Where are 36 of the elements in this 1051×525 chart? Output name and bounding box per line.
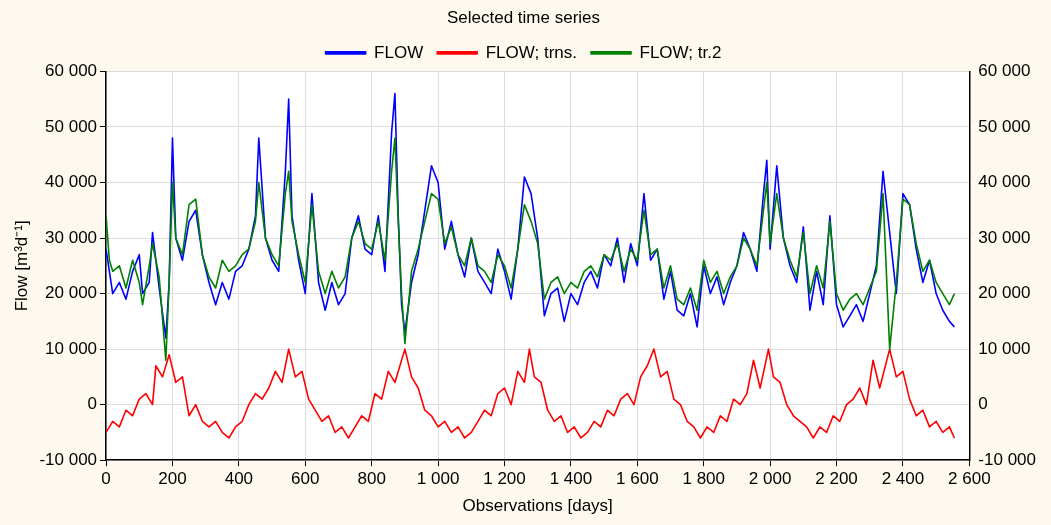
y-axis-title: Flow [m³d⁻¹]: [11, 220, 31, 312]
y2-tick-label: 20 000: [978, 283, 1031, 303]
y-tick-label: 40 000: [45, 172, 98, 192]
y-tick-label: 30 000: [45, 227, 98, 247]
x-tick-label: 1 800: [682, 469, 725, 489]
y2-tick-label: 30 000: [978, 227, 1031, 247]
x-tick-label: 200: [158, 469, 187, 489]
x-tick-label: 600: [291, 469, 320, 489]
x-axis-title: Observations [days]: [462, 496, 613, 516]
x-tick-label: 1 000: [416, 469, 460, 489]
legend-label: FLOW; trns.: [485, 42, 578, 62]
legend-label: FLOW: [374, 42, 424, 62]
y2-tick-label: 40 000: [978, 172, 1031, 192]
y2-tick-label: 50 000: [978, 116, 1031, 136]
y-tick-label: 20 000: [45, 283, 98, 303]
x-tick-label: 800: [357, 469, 386, 489]
x-tick-label: 1 600: [616, 469, 659, 489]
x-tick-label: 2 000: [748, 469, 792, 489]
x-tick-label: 1 200: [483, 469, 526, 489]
y2-tick-label: 10 000: [978, 338, 1031, 358]
x-tick-label: 2 600: [948, 469, 991, 489]
y-tick-label: 10 000: [45, 338, 98, 358]
y2-tick-label: 0: [978, 394, 988, 414]
chart-title: Selected time series: [446, 7, 601, 27]
y2-tick-label: -10 000: [978, 449, 1037, 469]
x-tick-label: 2 200: [815, 469, 858, 489]
x-tick-label: 2 400: [881, 469, 925, 489]
x-tick-label: 1 400: [549, 469, 593, 489]
y-tick-label: 60 000: [45, 61, 98, 81]
x-tick-label: 0: [101, 469, 111, 489]
y-tick-label: 0: [87, 394, 98, 414]
legend-label: FLOW; tr.2: [639, 42, 722, 62]
y-tick-label: -10 000: [39, 449, 98, 469]
y2-tick-label: 60 000: [978, 61, 1031, 81]
x-tick-label: 400: [224, 469, 254, 489]
y-tick-label: 50 000: [45, 116, 98, 136]
